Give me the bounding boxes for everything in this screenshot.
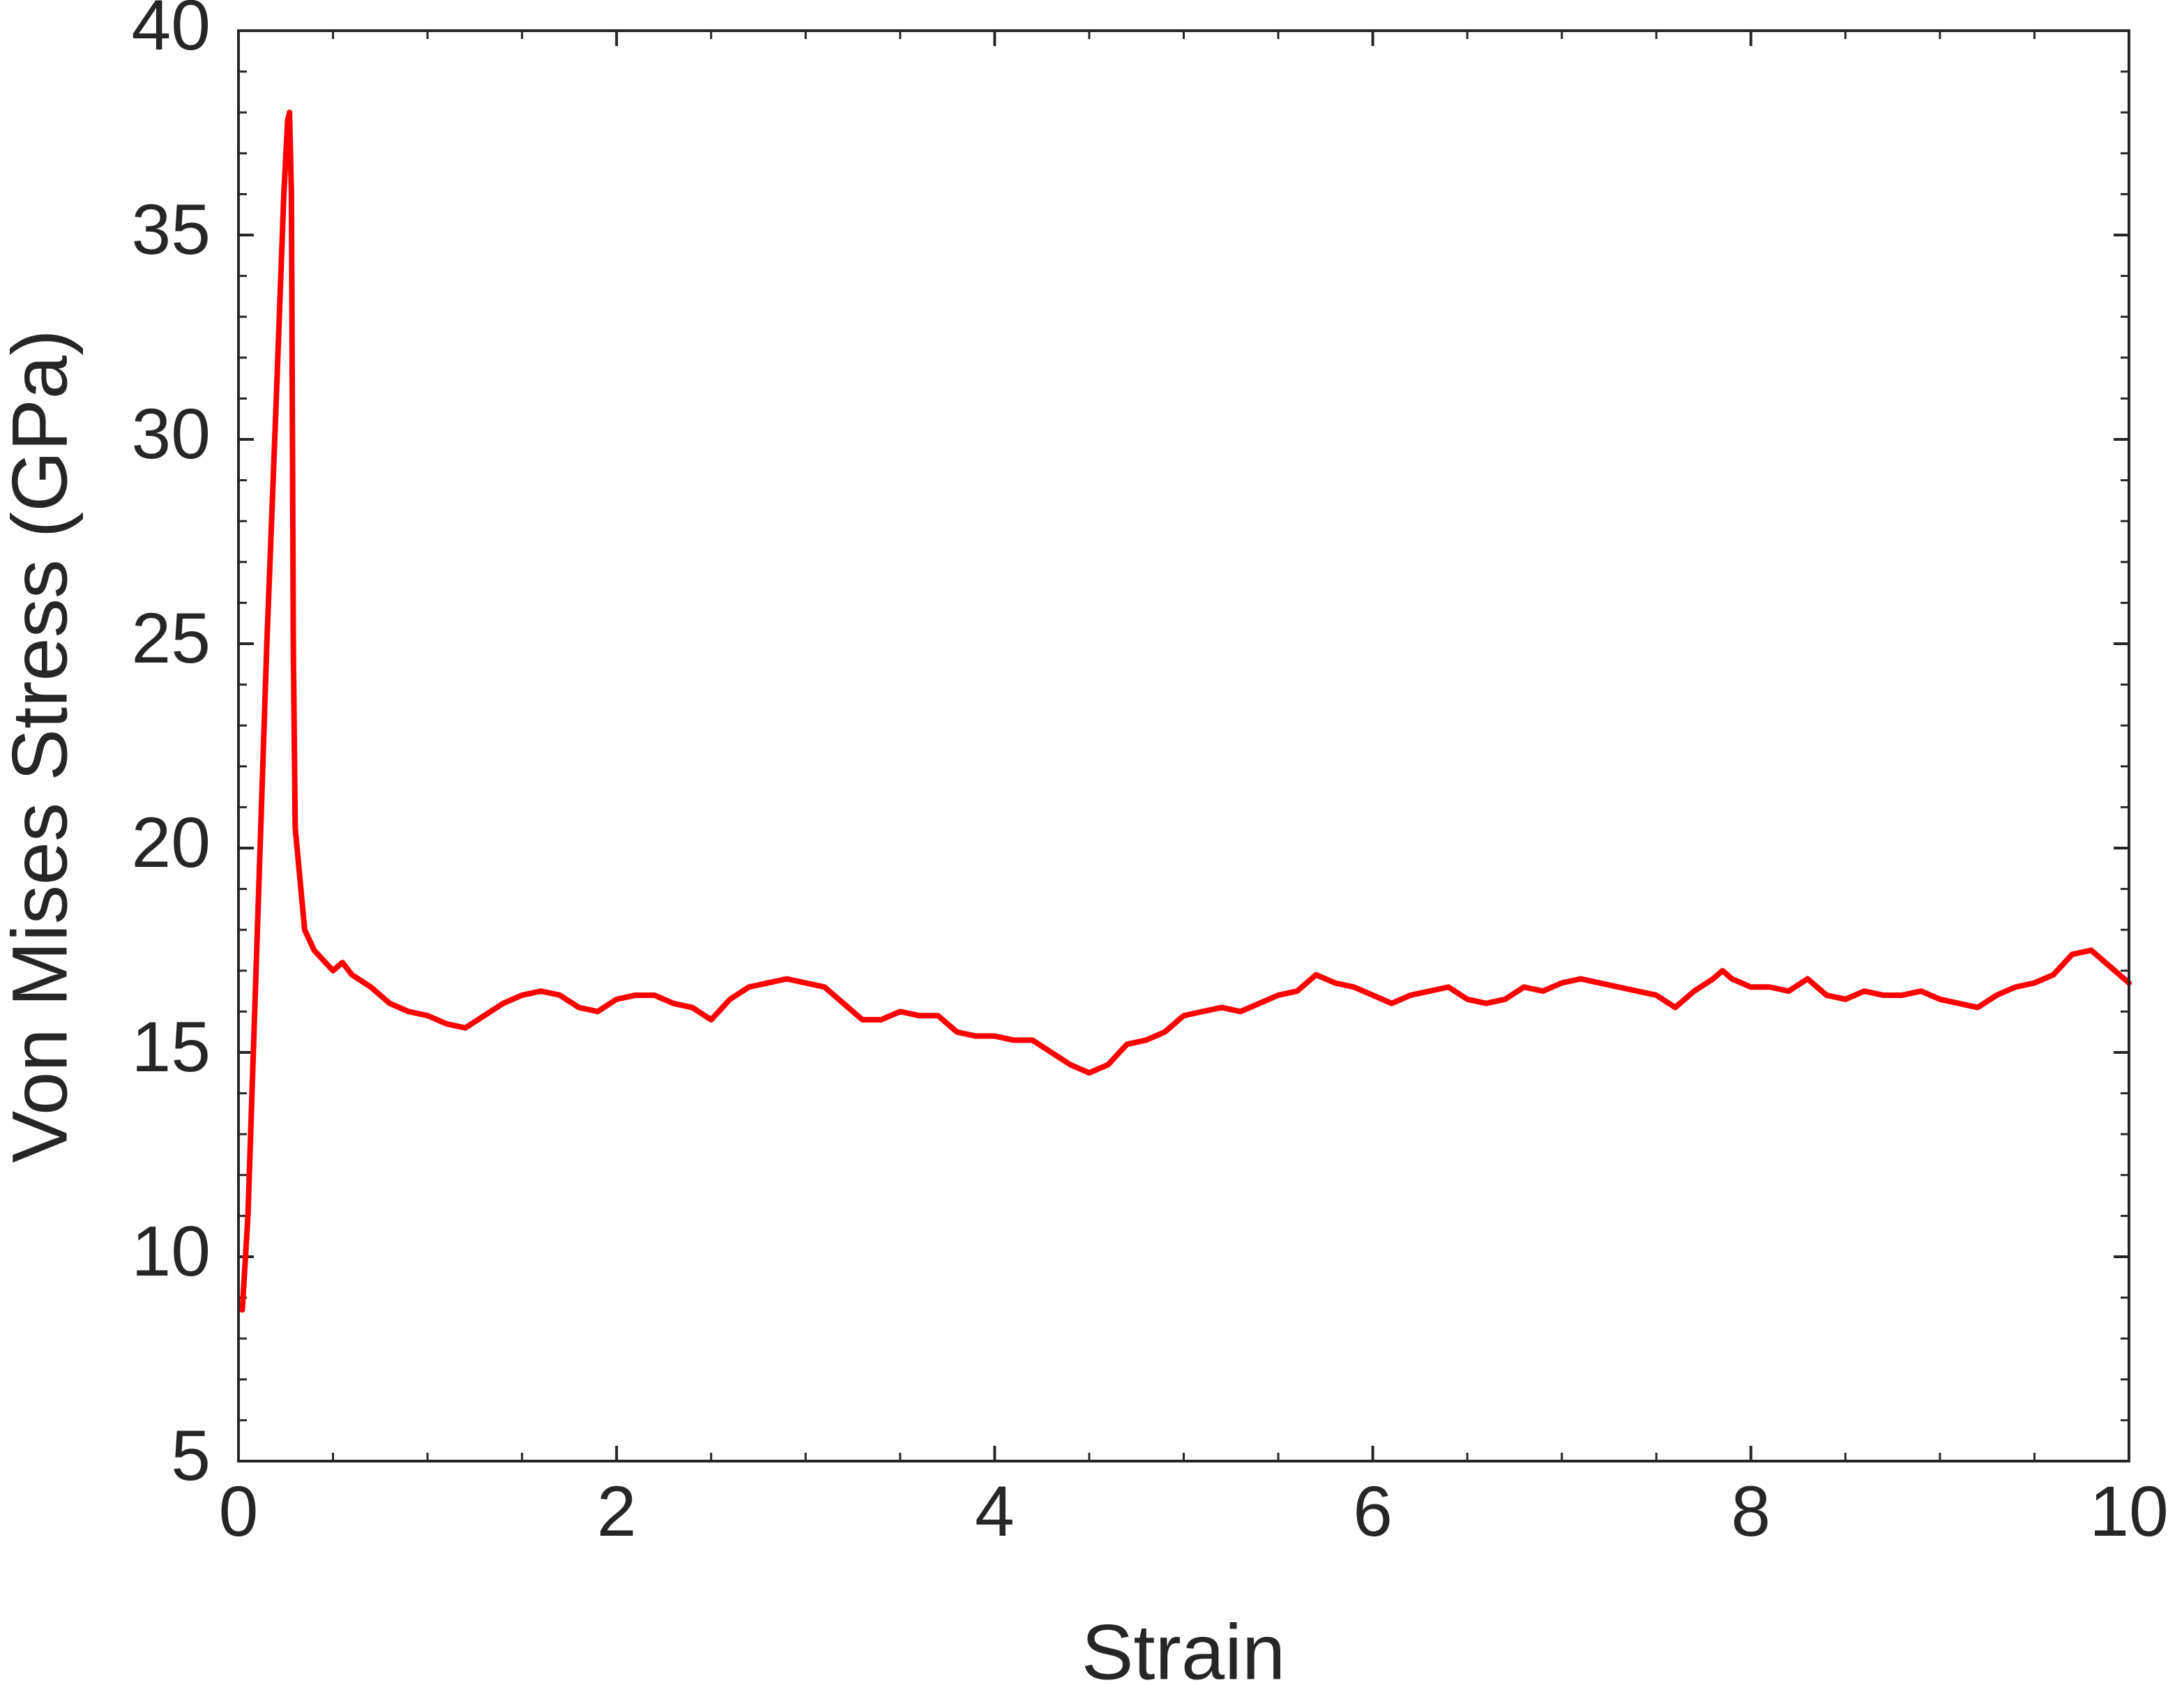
y-tick-label: 25 (132, 598, 211, 678)
y-tick-label: 40 (132, 0, 211, 65)
x-axis-label: Strain (1082, 1609, 1286, 1696)
y-tick-label: 20 (132, 803, 211, 882)
x-tick-label: 8 (1731, 1472, 1771, 1551)
x-tick-label: 6 (1353, 1472, 1393, 1551)
x-tick-label: 2 (597, 1472, 637, 1551)
y-axis-label: Von Mises Stress (GPa) (0, 329, 84, 1163)
y-tick-label: 5 (171, 1416, 211, 1495)
axes-box (237, 29, 2130, 1463)
y-tick-label: 35 (132, 190, 211, 269)
data-line (239, 109, 2132, 1313)
y-tick-label: 15 (132, 1007, 211, 1087)
y-tick-label: 10 (132, 1211, 211, 1291)
x-tick-label: 10 (2089, 1472, 2168, 1551)
x-tick-label: 4 (975, 1472, 1015, 1551)
y-tick-label: 30 (132, 394, 211, 474)
x-tick-label: 0 (219, 1472, 259, 1551)
